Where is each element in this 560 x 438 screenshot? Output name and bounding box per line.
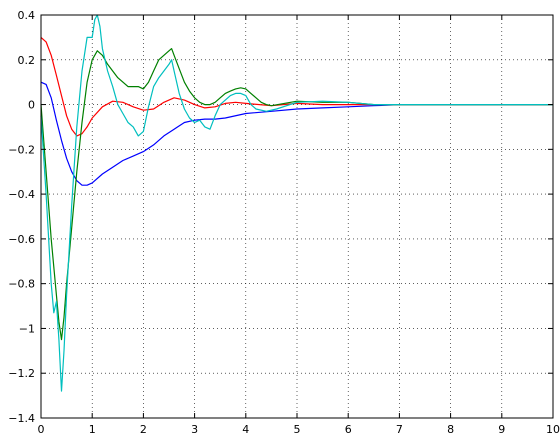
x-tick-label: 10 xyxy=(546,423,560,436)
x-tick-label: 8 xyxy=(447,423,454,436)
x-tick-label: 1 xyxy=(89,423,96,436)
axis-ticks xyxy=(40,14,554,419)
y-axis-tick-labels: 0.4 0.2 0 −0.2 −0.4 −0.6 −0.8 −1 −1.2 −1.4 xyxy=(8,9,35,425)
y-tick-label: −0.6 xyxy=(8,233,35,246)
x-tick-label: 7 xyxy=(396,423,403,436)
y-tick-label: −1.4 xyxy=(8,412,35,425)
x-tick-label: 9 xyxy=(498,423,505,436)
y-tick-label: 0.2 xyxy=(18,54,36,67)
y-tick-label: 0.4 xyxy=(18,9,36,22)
y-tick-label: −1 xyxy=(19,322,35,335)
x-tick-label: 3 xyxy=(191,423,198,436)
series-lines xyxy=(40,14,553,392)
series-line-2 xyxy=(40,36,553,137)
y-tick-label: 0 xyxy=(28,99,35,112)
x-tick-label: 6 xyxy=(345,423,352,436)
x-tick-label: 0 xyxy=(38,423,45,436)
series-line-4 xyxy=(40,14,553,392)
x-tick-label: 4 xyxy=(242,423,249,436)
y-tick-label: −0.2 xyxy=(8,143,35,156)
y-tick-label: −0.4 xyxy=(8,188,35,201)
grid-lines xyxy=(41,15,553,418)
x-tick-label: 2 xyxy=(140,423,147,436)
y-tick-label: −1.2 xyxy=(8,367,35,380)
x-tick-label: 5 xyxy=(294,423,301,436)
series-line-3 xyxy=(40,47,553,341)
series-line-1 xyxy=(40,81,553,186)
y-tick-label: −0.8 xyxy=(8,278,35,291)
x-axis-tick-labels: 0 1 2 3 4 5 6 7 8 9 10 xyxy=(38,423,560,436)
